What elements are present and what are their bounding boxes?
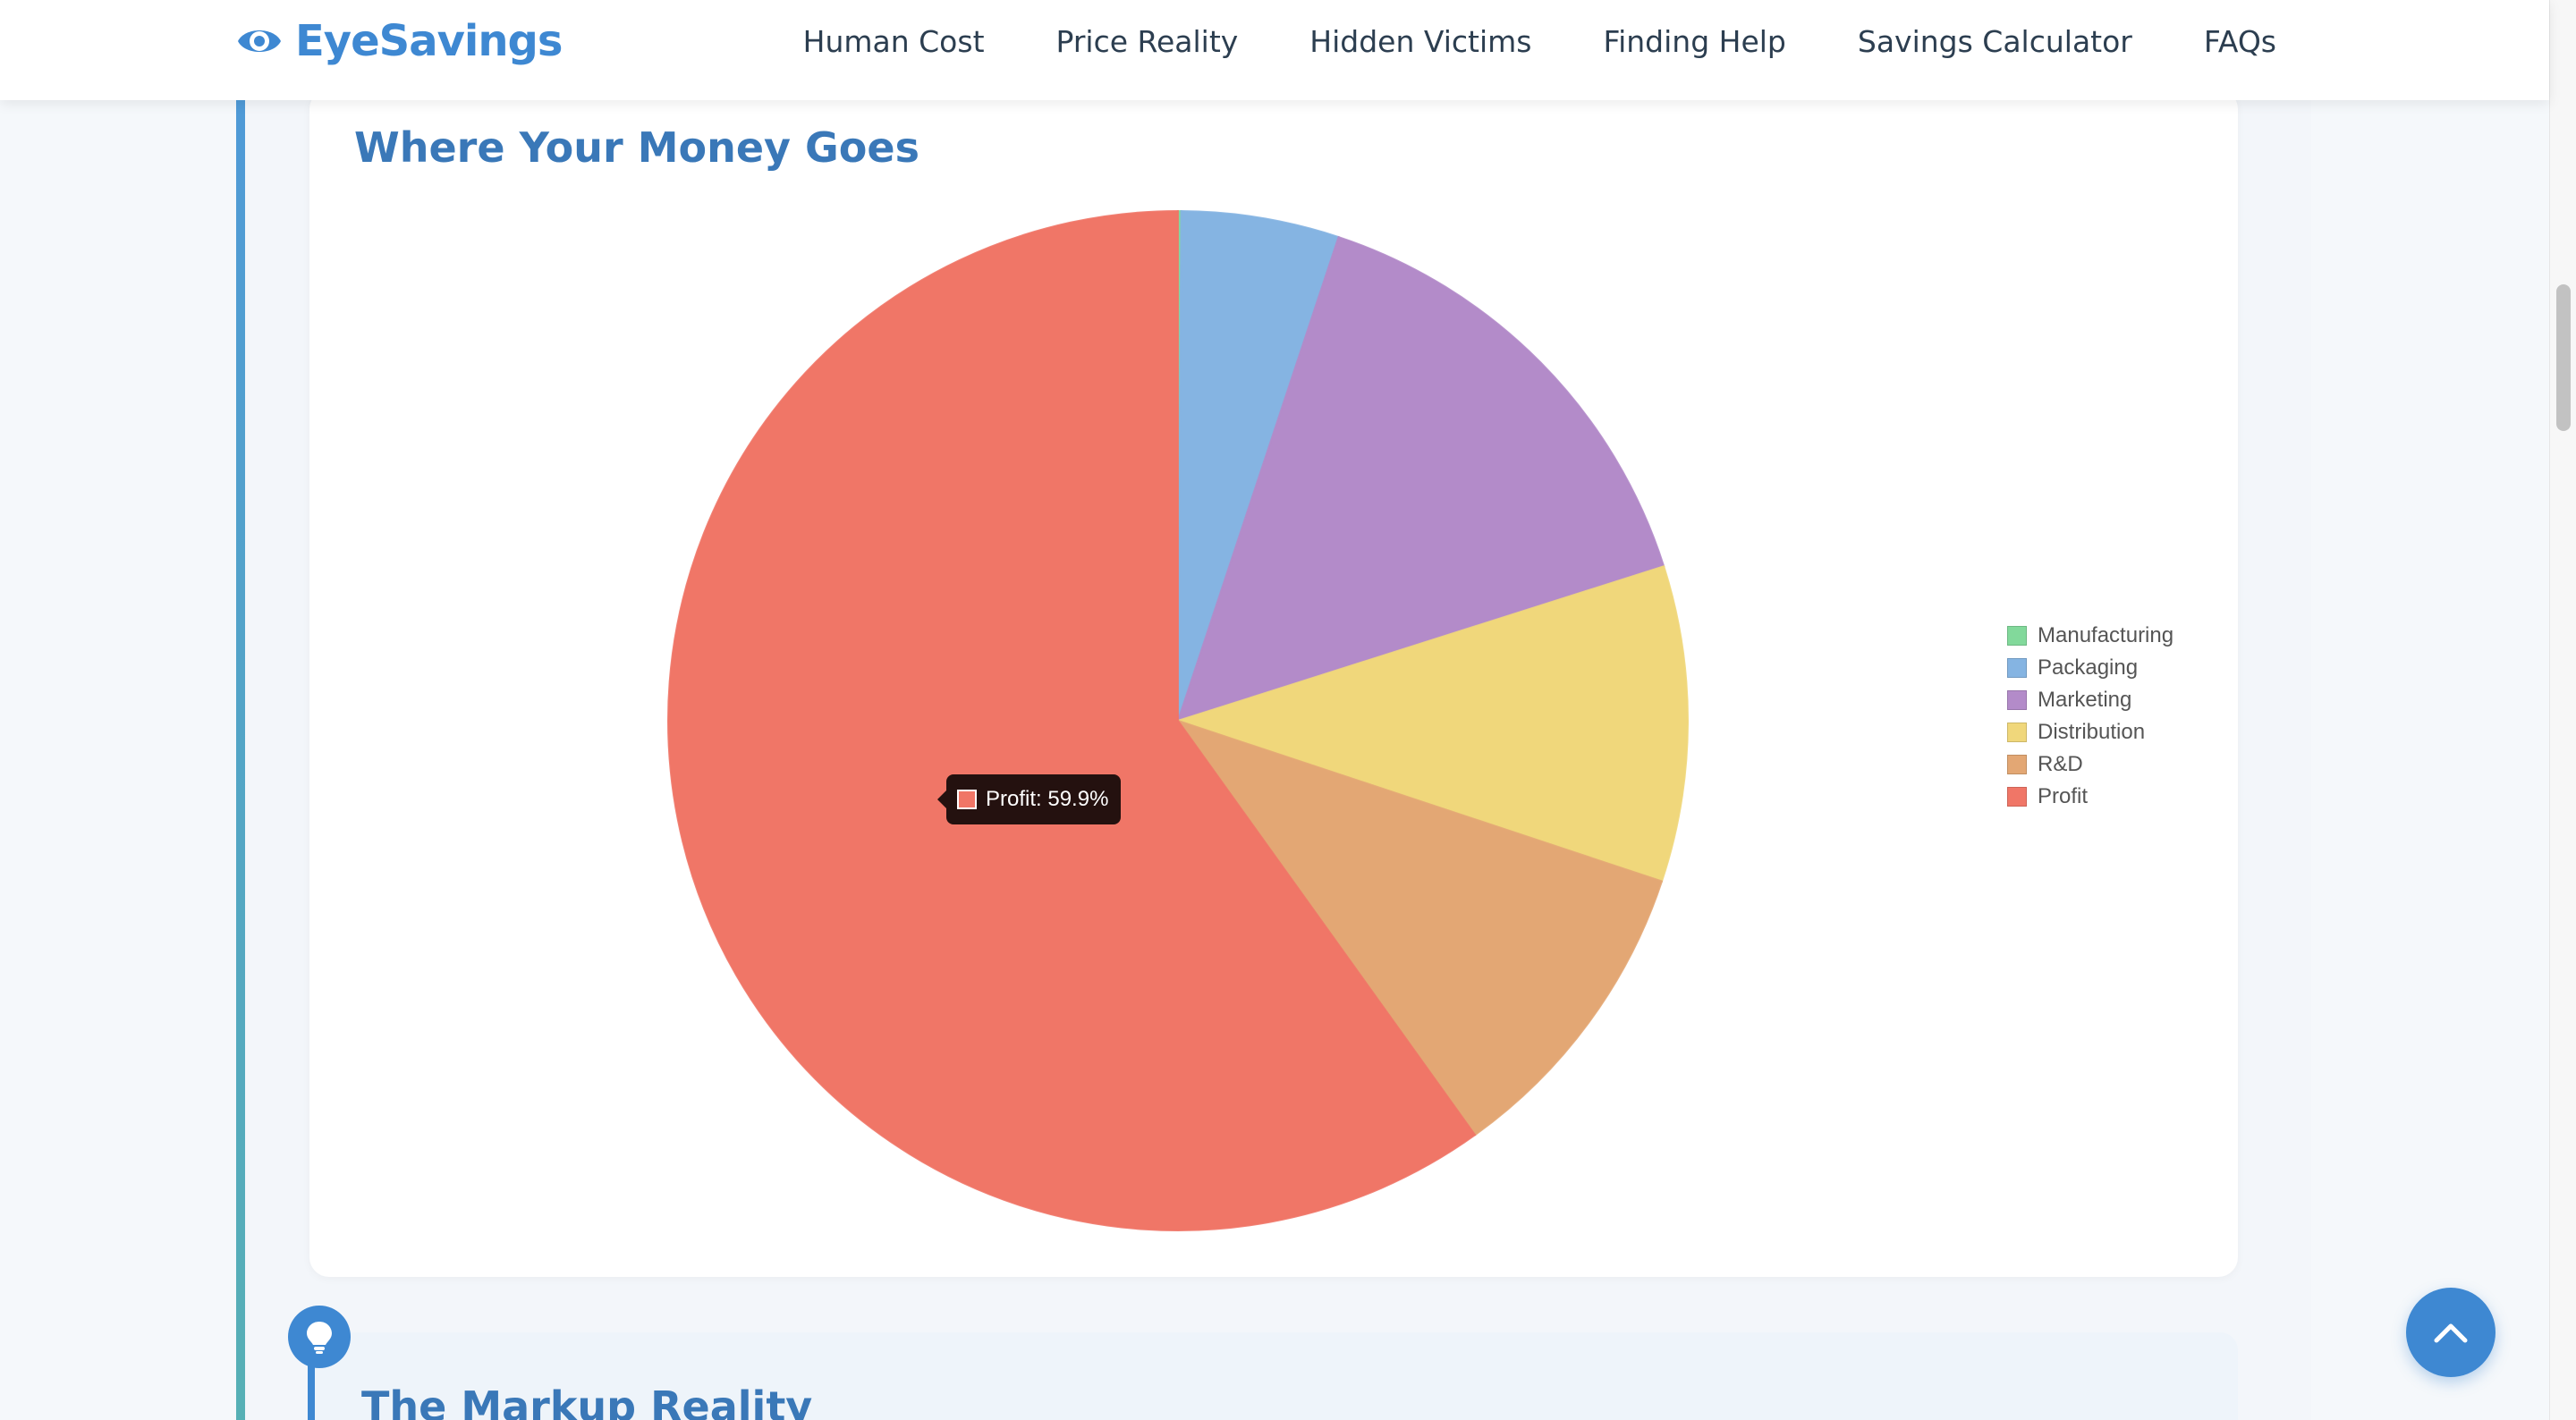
legend-swatch: [2007, 787, 2027, 807]
nav-faqs[interactable]: FAQs: [2203, 23, 2276, 59]
legend-swatch: [2007, 658, 2027, 678]
pie-slice-packaging[interactable]: [1177, 210, 1340, 722]
site-logo[interactable]: EyeSavings: [234, 13, 563, 70]
pie-chart: [667, 209, 1689, 1231]
nav-finding-help[interactable]: Finding Help: [1603, 23, 1786, 59]
nav-hidden-victims[interactable]: Hidden Victims: [1309, 23, 1532, 59]
legend-item-r-d[interactable]: R&D: [2007, 752, 2174, 776]
main-nav: Human Cost Price Reality Hidden Victims …: [803, 16, 2276, 66]
nav-savings-calculator[interactable]: Savings Calculator: [1857, 23, 2132, 59]
legend-label: R&D: [2038, 752, 2083, 776]
legend-swatch: [2007, 690, 2027, 710]
chart-title: Where Your Money Goes: [354, 123, 919, 172]
tooltip-text: Profit: 59.9%: [986, 787, 1109, 811]
pie-slice-distribution[interactable]: [1174, 565, 1689, 883]
lightbulb-icon: [288, 1306, 351, 1368]
legend-label: Distribution: [2038, 720, 2146, 744]
chevron-up-icon: [2434, 1323, 2468, 1343]
markup-section-line: [308, 1359, 315, 1420]
legend-item-distribution[interactable]: Distribution: [2007, 720, 2174, 744]
legend-item-manufacturing[interactable]: Manufacturing: [2007, 623, 2174, 647]
nav-price-reality[interactable]: Price Reality: [1055, 23, 1239, 59]
pie-slice-marketing[interactable]: [1176, 235, 1665, 723]
chart-legend: Manufacturing Packaging Marketing Distribut…: [2007, 623, 2174, 808]
legend-label: Packaging: [2038, 655, 2139, 680]
legend-swatch: [2007, 626, 2027, 646]
scrollbar-thumb[interactable]: [2556, 284, 2571, 431]
nav-human-cost[interactable]: Human Cost: [802, 23, 985, 59]
chart-card: Where Your Money Goes Manufacturing Packa…: [309, 89, 2238, 1277]
site-header: EyeSavings Human Cost Price Reality Hidd…: [0, 0, 2549, 100]
legend-label: Marketing: [2038, 688, 2132, 712]
page-scrollbar[interactable]: [2549, 0, 2576, 1420]
eye-icon: [238, 30, 281, 52]
legend-label: Manufacturing: [2038, 623, 2174, 647]
markup-section-card: [309, 1332, 2238, 1420]
timeline-line: [236, 100, 245, 1420]
legend-swatch: [2007, 723, 2027, 742]
back-to-top-button[interactable]: [2406, 1288, 2496, 1377]
legend-item-packaging[interactable]: Packaging: [2007, 655, 2174, 680]
legend-item-marketing[interactable]: Marketing: [2007, 688, 2174, 712]
tooltip-swatch: [957, 790, 977, 809]
chart-tooltip: Profit: 59.9%: [936, 774, 1122, 824]
legend-label: Profit: [2038, 784, 2089, 808]
logo-text: EyeSavings: [295, 16, 563, 66]
markup-section-title: The Markup Reality: [361, 1382, 813, 1420]
pie-slice-r-d[interactable]: [1175, 719, 1664, 1137]
legend-item-profit[interactable]: Profit: [2007, 784, 2174, 808]
legend-swatch: [2007, 755, 2027, 774]
pie-slice-profit[interactable]: [667, 209, 1477, 1231]
